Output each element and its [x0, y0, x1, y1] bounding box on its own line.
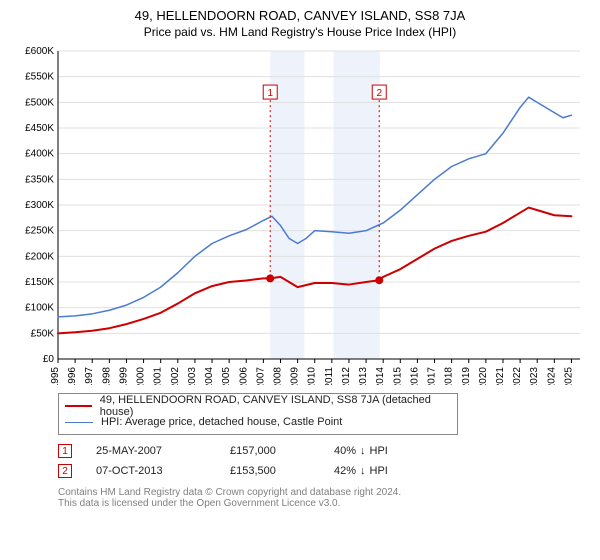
y-tick-label: £300K — [25, 200, 54, 211]
legend-row: 49, HELLENDOORN ROAD, CANVEY ISLAND, SS8… — [65, 398, 451, 414]
x-tick-label: 2008 — [272, 367, 283, 385]
y-tick-label: £500K — [25, 97, 54, 108]
x-tick-label: 2014 — [375, 367, 386, 385]
event-hpi-pct: 42% — [334, 465, 356, 477]
event-date: 25-MAY-2007 — [96, 445, 206, 457]
footer-line-2: This data is licensed under the Open Gov… — [58, 498, 590, 509]
x-tick-label: 1996 — [67, 367, 78, 385]
x-tick-label: 2018 — [444, 367, 455, 385]
x-tick-label: 2017 — [427, 367, 438, 385]
x-tick-label: 2005 — [221, 367, 232, 385]
x-tick-label: 2019 — [461, 367, 472, 385]
y-tick-label: £100K — [25, 303, 54, 314]
x-tick-label: 2006 — [238, 367, 249, 385]
series-marker — [266, 274, 274, 282]
legend-label: HPI: Average price, detached house, Cast… — [101, 416, 342, 428]
down-arrow-icon: ↓ — [360, 465, 366, 477]
y-tick-label: £50K — [31, 328, 55, 339]
x-tick-label: 1999 — [118, 367, 129, 385]
event-date: 07-OCT-2013 — [96, 465, 206, 477]
y-tick-label: £150K — [25, 277, 54, 288]
legend-swatch — [65, 405, 92, 407]
event-price: £153,500 — [230, 465, 310, 477]
y-tick-label: £0 — [43, 354, 55, 365]
event-list: 1 25-MAY-2007 £157,000 40% ↓ HPI 2 07-OCT-2013 £… — [58, 441, 590, 481]
x-tick-label: 2020 — [478, 367, 489, 385]
event-hpi: 40% ↓ HPI — [334, 445, 388, 457]
x-tick-label: 2003 — [187, 367, 198, 385]
x-tick-label: 2023 — [529, 367, 540, 385]
series-marker — [375, 276, 383, 284]
x-tick-label: 2007 — [255, 367, 266, 385]
x-tick-label: 2013 — [358, 367, 369, 385]
x-tick-label: 2000 — [136, 367, 147, 385]
x-tick-label: 2012 — [341, 367, 352, 385]
y-tick-label: £400K — [25, 149, 54, 160]
event-marker: 1 — [58, 444, 72, 458]
chart-title: 49, HELLENDOORN ROAD, CANVEY ISLAND, SS8… — [10, 8, 590, 23]
y-tick-label: £550K — [25, 72, 54, 83]
event-hpi-label: HPI — [370, 445, 388, 457]
x-tick-label: 2004 — [204, 367, 215, 385]
x-tick-label: 2015 — [392, 367, 403, 385]
chart-subtitle: Price paid vs. HM Land Registry's House … — [10, 25, 590, 39]
y-tick-label: £350K — [25, 174, 54, 185]
footer-line-1: Contains HM Land Registry data © Crown c… — [58, 487, 590, 498]
x-tick-label: 2010 — [307, 367, 318, 385]
event-marker: 2 — [58, 464, 72, 478]
event-hpi-label: HPI — [370, 465, 388, 477]
legend: 49, HELLENDOORN ROAD, CANVEY ISLAND, SS8… — [58, 393, 458, 435]
callout-number: 2 — [376, 88, 382, 99]
x-tick-label: 1995 — [50, 367, 61, 385]
x-tick-label: 1997 — [84, 367, 95, 385]
footer-attribution: Contains HM Land Registry data © Crown c… — [58, 487, 590, 509]
line-chart-svg: £0 £50K £100K £150K £200K £250K £300K £350K £400… — [10, 45, 590, 385]
legend-label: 49, HELLENDOORN ROAD, CANVEY ISLAND, SS8… — [100, 394, 451, 418]
series-property — [58, 208, 571, 334]
x-tick-label: 2025 — [563, 367, 574, 385]
event-row: 2 07-OCT-2013 £153,500 42% ↓ HPI — [58, 461, 590, 481]
y-tick-label: £600K — [25, 46, 54, 57]
x-tick-label: 2011 — [324, 367, 335, 385]
x-tick-label: 2001 — [153, 367, 164, 385]
callout-number: 1 — [267, 88, 273, 99]
x-tick-label: 2002 — [170, 367, 181, 385]
x-tick-label: 1998 — [101, 367, 112, 385]
down-arrow-icon: ↓ — [360, 445, 366, 457]
x-tick-label: 2021 — [495, 367, 506, 385]
x-tick-label: 2009 — [290, 367, 301, 385]
y-tick-label: £450K — [25, 123, 54, 134]
legend-swatch — [65, 422, 93, 423]
chart-container: 49, HELLENDOORN ROAD, CANVEY ISLAND, SS8… — [0, 0, 600, 515]
x-tick-label: 2024 — [546, 367, 557, 385]
x-tick-label: 2022 — [512, 367, 523, 385]
chart-area: £0 £50K £100K £150K £200K £250K £300K £350K £400… — [10, 45, 590, 385]
x-tick-label: 2016 — [409, 367, 420, 385]
event-hpi: 42% ↓ HPI — [334, 465, 388, 477]
event-row: 1 25-MAY-2007 £157,000 40% ↓ HPI — [58, 441, 590, 461]
y-tick-label: £250K — [25, 226, 54, 237]
event-hpi-pct: 40% — [334, 445, 356, 457]
y-tick-label: £200K — [25, 251, 54, 262]
event-price: £157,000 — [230, 445, 310, 457]
